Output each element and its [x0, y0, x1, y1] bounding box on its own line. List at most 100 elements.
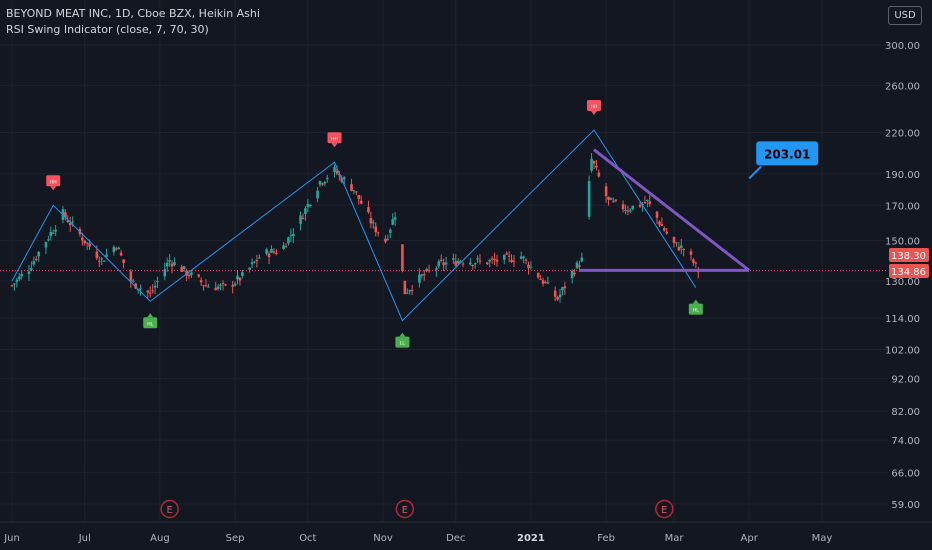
time-axis-tick: Feb — [597, 533, 615, 544]
candle-body — [384, 238, 387, 242]
candle-body — [350, 184, 353, 191]
candle-body — [241, 272, 244, 277]
candle-body — [119, 252, 123, 256]
candle-body — [81, 237, 84, 241]
earnings-marker: E — [395, 499, 415, 519]
candle-body — [507, 255, 511, 257]
candle-body — [621, 204, 625, 210]
earnings-text: E — [166, 505, 172, 516]
candle-body — [30, 268, 33, 270]
candle-body — [255, 260, 259, 262]
callout-leader — [748, 165, 762, 180]
swing-label-hl: HL — [143, 313, 158, 329]
candle-body — [325, 178, 329, 180]
candle-body — [304, 208, 307, 214]
candle-body — [117, 247, 120, 250]
candle-body — [233, 283, 237, 286]
candle-body — [422, 274, 426, 276]
price-axis-tick: 74.00 — [891, 436, 920, 447]
candle-body — [284, 246, 288, 248]
candle-body — [265, 249, 268, 254]
candle-body — [376, 232, 380, 234]
candle-body — [355, 191, 358, 193]
price-axis-tick: 82.00 — [891, 407, 920, 418]
candle-body — [335, 171, 339, 174]
earnings-text: E — [402, 505, 408, 516]
price-axis-tick: 300.00 — [885, 41, 920, 52]
candle-body — [493, 258, 496, 261]
candle-body — [420, 274, 424, 276]
price-axis-tick: 190.00 — [885, 170, 920, 181]
candle-body — [561, 287, 564, 291]
candles — [10, 152, 700, 303]
candle-body — [612, 200, 615, 202]
candle-body — [580, 257, 584, 262]
candle-body — [318, 181, 322, 185]
candle-body — [333, 167, 336, 173]
symbol-title: BEYOND MEAT INC, 1D, Cboe BZX, Heikin As… — [6, 7, 260, 20]
candle-body — [170, 263, 174, 267]
candle-body — [393, 217, 397, 220]
candle-body — [490, 258, 494, 260]
candle-body — [648, 201, 652, 205]
time-axis-tick: Jun — [3, 533, 20, 544]
candle-body — [270, 249, 273, 253]
candle-body — [20, 273, 23, 277]
price-axis-tick: 102.00 — [885, 345, 920, 356]
candle-body — [190, 272, 193, 276]
candle-body — [682, 248, 686, 250]
swing-label-hh: HH — [327, 132, 342, 148]
candle-body — [444, 262, 448, 265]
candle-body — [44, 242, 48, 248]
swing-label-hl: HL — [688, 299, 703, 315]
candle-body — [541, 280, 545, 284]
time-axis-tick: Mar — [665, 533, 685, 544]
time-axis-panel — [0, 522, 932, 550]
candle-body — [604, 186, 608, 197]
candle-body — [359, 200, 363, 204]
price-axis-tick: 92.00 — [891, 375, 920, 386]
candle-body — [527, 264, 530, 269]
candle-body — [301, 217, 305, 220]
swing-label-text: HL — [147, 321, 153, 327]
candle-body — [153, 285, 157, 288]
candle-body — [27, 271, 31, 274]
candle-body — [236, 275, 239, 280]
candle-body — [202, 285, 205, 287]
swing-label-text: HL — [693, 308, 699, 314]
candle-body — [626, 210, 630, 212]
candle-body — [148, 292, 152, 294]
candle-body — [146, 290, 150, 293]
candle-body — [66, 220, 70, 223]
callout-value: 203.01 — [764, 147, 810, 161]
candle-body — [629, 210, 632, 212]
candle-body — [471, 265, 475, 267]
grid — [0, 0, 888, 522]
candle-body — [316, 190, 319, 199]
candle-body — [323, 181, 327, 184]
candle-body — [88, 243, 91, 247]
candle-body — [437, 261, 441, 267]
time-axis-tick: 2021 — [517, 533, 545, 544]
currency-badge[interactable]: USD — [888, 6, 922, 25]
swing-label-ll: LL — [395, 332, 410, 348]
swing-label-box — [688, 303, 703, 315]
candle-body — [405, 292, 409, 294]
candle-body — [646, 199, 649, 202]
candle-body — [68, 222, 72, 225]
candle-body — [185, 270, 188, 276]
candle-body — [546, 282, 550, 284]
candle-body — [139, 288, 142, 290]
candle-body — [522, 256, 525, 258]
candle-body — [369, 218, 373, 224]
candle-body — [425, 268, 428, 271]
candle-body — [563, 286, 567, 288]
candle-body — [469, 262, 472, 265]
price-axis-tick: 150.00 — [885, 237, 920, 248]
candle-body — [204, 285, 208, 287]
time-axis-tick: Nov — [373, 533, 393, 544]
candle-body — [502, 254, 506, 260]
candle-body — [165, 262, 169, 267]
candle-body — [372, 222, 375, 224]
